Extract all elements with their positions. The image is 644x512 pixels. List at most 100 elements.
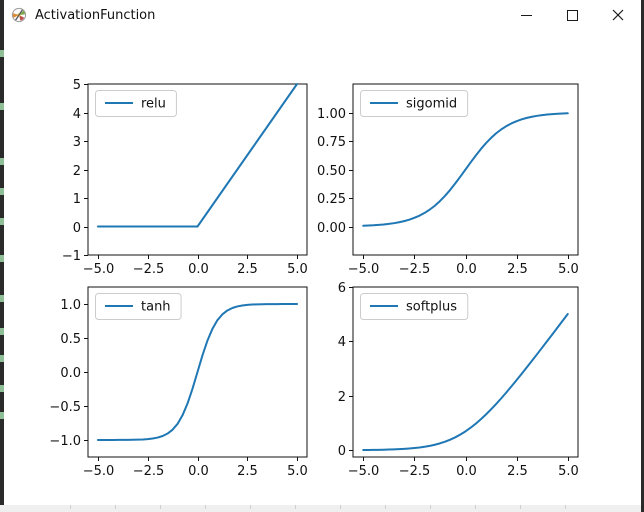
editor-edge-strip bbox=[0, 0, 4, 505]
line-relu bbox=[96, 83, 299, 228]
taskbar-strip-tick bbox=[475, 505, 476, 509]
subplot-sigomid: −5.0 −2.5 0.0 2.5 5.0 0.00 0.25 0.50 0.75 1.00 sig… bbox=[317, 83, 579, 277]
taskbar-strip-tick bbox=[385, 505, 386, 509]
editor-strip-mark bbox=[0, 218, 4, 225]
y-tick-label: 1 bbox=[73, 192, 81, 207]
x-tick-label: 5.0 bbox=[558, 464, 579, 479]
y-tick-label: 5 bbox=[73, 78, 81, 93]
legend-box bbox=[95, 90, 177, 117]
legend-box bbox=[95, 293, 182, 320]
y-tick-label: 0.5 bbox=[60, 332, 81, 347]
subplot-relu: −5.0 −2.5 0.0 2.5 5.0 −1 0 1 2 3 4 5 relu bbox=[62, 78, 308, 277]
y-tick-label: 0.75 bbox=[317, 135, 346, 150]
window-titlebar[interactable]: ActivationFunction bbox=[4, 0, 641, 30]
legend-label: tanh bbox=[141, 300, 171, 315]
editor-strip-mark bbox=[0, 412, 4, 419]
window-controls bbox=[503, 0, 641, 30]
x-tick-label: −2.5 bbox=[399, 262, 431, 277]
y-tick-label: −1 bbox=[62, 249, 81, 264]
window-title: ActivationFunction bbox=[35, 7, 156, 23]
close-icon bbox=[612, 9, 624, 21]
y-tick-label: 0 bbox=[338, 444, 346, 459]
editor-strip-mark bbox=[0, 103, 4, 110]
editor-strip-mark bbox=[0, 328, 4, 335]
taskbar-strip-tick bbox=[295, 505, 296, 509]
taskbar-strip-tick bbox=[70, 505, 71, 509]
y-tick-label: 3 bbox=[73, 135, 81, 150]
taskbar-edge-strip bbox=[0, 505, 641, 512]
axes-spines bbox=[87, 83, 308, 256]
subplot-softplus: −5.0 −2.5 0.0 2.5 5.0 0 2 4 6 softplus bbox=[338, 281, 579, 479]
editor-strip-mark bbox=[0, 355, 4, 362]
line-softplus bbox=[362, 313, 569, 452]
y-tick-label: −0.5 bbox=[49, 400, 81, 415]
minimize-button[interactable] bbox=[503, 0, 549, 30]
minimize-icon bbox=[520, 14, 532, 16]
x-tick-label: 0.0 bbox=[456, 262, 477, 277]
legend-label: relu bbox=[141, 97, 166, 112]
x-tick-label: −5.0 bbox=[348, 262, 380, 277]
x-tick-label: −2.5 bbox=[133, 464, 165, 479]
figure-window: ActivationFunction −5.0 −2.5 0.0 2.5 5.0 −1 0 1… bbox=[4, 0, 641, 505]
y-tick-label: 0.00 bbox=[317, 221, 346, 236]
x-tick-label: 2.5 bbox=[237, 464, 258, 479]
x-tick-label: −5.0 bbox=[348, 464, 380, 479]
x-tick-label: 0.0 bbox=[188, 464, 209, 479]
legend-label: sigomid bbox=[406, 97, 457, 112]
taskbar-strip-tick bbox=[250, 505, 251, 509]
x-tick-label: −5.0 bbox=[83, 464, 115, 479]
x-tick-label: 5.0 bbox=[287, 262, 308, 277]
taskbar-strip-tick bbox=[565, 505, 566, 509]
y-tick-label: 0 bbox=[73, 221, 81, 236]
editor-strip-mark bbox=[0, 295, 4, 302]
taskbar-strip-tick bbox=[115, 505, 116, 509]
editor-strip-mark bbox=[0, 255, 4, 262]
editor-strip-mark bbox=[0, 50, 4, 57]
x-tick-label: 0.0 bbox=[456, 464, 477, 479]
editor-strip-mark bbox=[0, 385, 4, 392]
y-tick-label: 0.50 bbox=[317, 164, 346, 179]
window-right-edge bbox=[641, 0, 644, 512]
line-sigomid bbox=[362, 112, 569, 227]
maximize-icon bbox=[566, 9, 578, 21]
y-tick-label: 1.00 bbox=[317, 107, 346, 122]
close-button[interactable] bbox=[595, 0, 641, 30]
y-tick-label: 1.0 bbox=[60, 298, 81, 313]
x-tick-label: −2.5 bbox=[399, 464, 431, 479]
legend-label: softplus bbox=[406, 300, 457, 315]
x-tick-label: 5.0 bbox=[558, 262, 579, 277]
legend-sigomid: sigomid bbox=[360, 90, 469, 117]
x-tick-label: −2.5 bbox=[133, 262, 165, 277]
axes-spines bbox=[352, 286, 579, 458]
editor-strip-mark bbox=[0, 158, 4, 165]
y-tick-label: 2 bbox=[338, 390, 346, 405]
legend-box bbox=[360, 90, 469, 117]
x-tick-label: 2.5 bbox=[507, 464, 528, 479]
taskbar-strip-tick bbox=[430, 505, 431, 509]
y-tick-label: 0.0 bbox=[60, 366, 81, 381]
matplotlib-icon bbox=[11, 7, 27, 23]
axes-spines bbox=[352, 83, 579, 256]
x-tick-label: 2.5 bbox=[507, 262, 528, 277]
line-tanh bbox=[96, 303, 299, 441]
legend-softplus: softplus bbox=[360, 293, 469, 320]
maximize-button[interactable] bbox=[549, 0, 595, 30]
editor-strip-mark bbox=[0, 188, 4, 195]
taskbar-strip-tick bbox=[340, 505, 341, 509]
y-tick-label: 6 bbox=[338, 281, 346, 296]
taskbar-strip-tick bbox=[160, 505, 161, 509]
y-tick-label: 4 bbox=[73, 107, 81, 122]
y-tick-label: −1.0 bbox=[49, 434, 81, 449]
legend-tanh: tanh bbox=[95, 293, 182, 320]
x-tick-label: 2.5 bbox=[237, 262, 258, 277]
x-tick-label: 0.0 bbox=[188, 262, 209, 277]
legend-box bbox=[360, 293, 469, 320]
legend-relu: relu bbox=[95, 90, 177, 117]
y-tick-label: 0.25 bbox=[317, 192, 346, 207]
x-tick-label: 5.0 bbox=[287, 464, 308, 479]
x-tick-label: −5.0 bbox=[83, 262, 115, 277]
taskbar-strip-tick bbox=[205, 505, 206, 509]
y-tick-label: 4 bbox=[338, 335, 346, 350]
